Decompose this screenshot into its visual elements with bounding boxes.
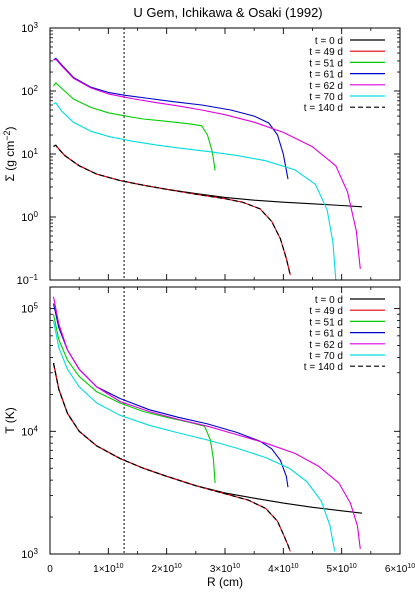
legend-label: t = 49 d	[309, 306, 343, 317]
legend: t = 0 dt = 49 dt = 51 dt = 61 dt = 62 dt…	[304, 36, 385, 114]
legend-label: t = 0 d	[315, 295, 343, 306]
x-tick-label: 4×1010	[268, 563, 298, 575]
y-tick-label: 105	[21, 302, 38, 316]
legend-label: t = 0 d	[315, 36, 343, 47]
legend-label: t = 61 d	[309, 329, 343, 340]
series-line	[52, 296, 361, 549]
series-line	[53, 144, 363, 208]
legend: t = 0 dt = 49 dt = 51 dt = 61 dt = 62 dt…	[304, 295, 385, 373]
series-line	[53, 144, 291, 276]
series-line	[53, 144, 291, 276]
series-line	[52, 362, 291, 552]
plot-frame	[49, 286, 401, 555]
legend-label: t = 70 d	[309, 351, 343, 362]
legend-label: t = 51 d	[309, 58, 343, 69]
series-line	[52, 314, 216, 483]
y-tick-label: 103	[21, 21, 38, 35]
x-tick-label: 1×1010	[93, 563, 123, 575]
plot-frame	[49, 27, 401, 281]
x-tick-label: 2×1010	[152, 563, 182, 575]
x-tick-label: 3×1010	[210, 563, 240, 575]
legend-label: t = 51 d	[309, 317, 343, 328]
series-line	[53, 82, 216, 171]
panel-bottom: 103 104 105 0 1×1010 2×1010 3×1010 4×1010 5×1010…	[3, 286, 415, 589]
chart-title: U Gem, Ichikawa & Osaki (1992)	[133, 5, 322, 20]
legend-label: t = 70 d	[309, 92, 343, 103]
y-axis-label: Σ (g cm−2)	[2, 126, 17, 181]
y-tick-label: 103	[21, 547, 38, 561]
series-group	[52, 296, 363, 552]
series-group	[53, 57, 363, 280]
legend-label: t = 61 d	[309, 70, 343, 81]
y-tick-label: 10−1	[17, 273, 39, 287]
series-line	[52, 362, 363, 514]
legend-label: t = 140 d	[304, 103, 343, 114]
legend-label: t = 49 d	[309, 47, 343, 58]
y-tick-label: 101	[21, 147, 38, 161]
series-line	[52, 362, 291, 552]
y-tick-label: 102	[21, 84, 38, 98]
series-line	[53, 102, 337, 280]
x-axis-label: R (cm)	[207, 575, 243, 589]
y-axis-label: T (K)	[3, 407, 17, 433]
legend-label: t = 140 d	[304, 362, 343, 373]
series-line	[52, 320, 336, 552]
y-tick-label: 100	[21, 210, 38, 224]
series-line	[53, 58, 361, 269]
legend-label: t = 62 d	[309, 81, 343, 92]
x-tick-label: 5×1010	[327, 563, 357, 575]
x-tick-label: 0	[47, 564, 53, 575]
x-tick-label: 6×1010	[385, 563, 415, 575]
legend-label: t = 62 d	[309, 340, 343, 351]
y-tick-label: 104	[21, 424, 38, 438]
series-line	[53, 57, 289, 180]
